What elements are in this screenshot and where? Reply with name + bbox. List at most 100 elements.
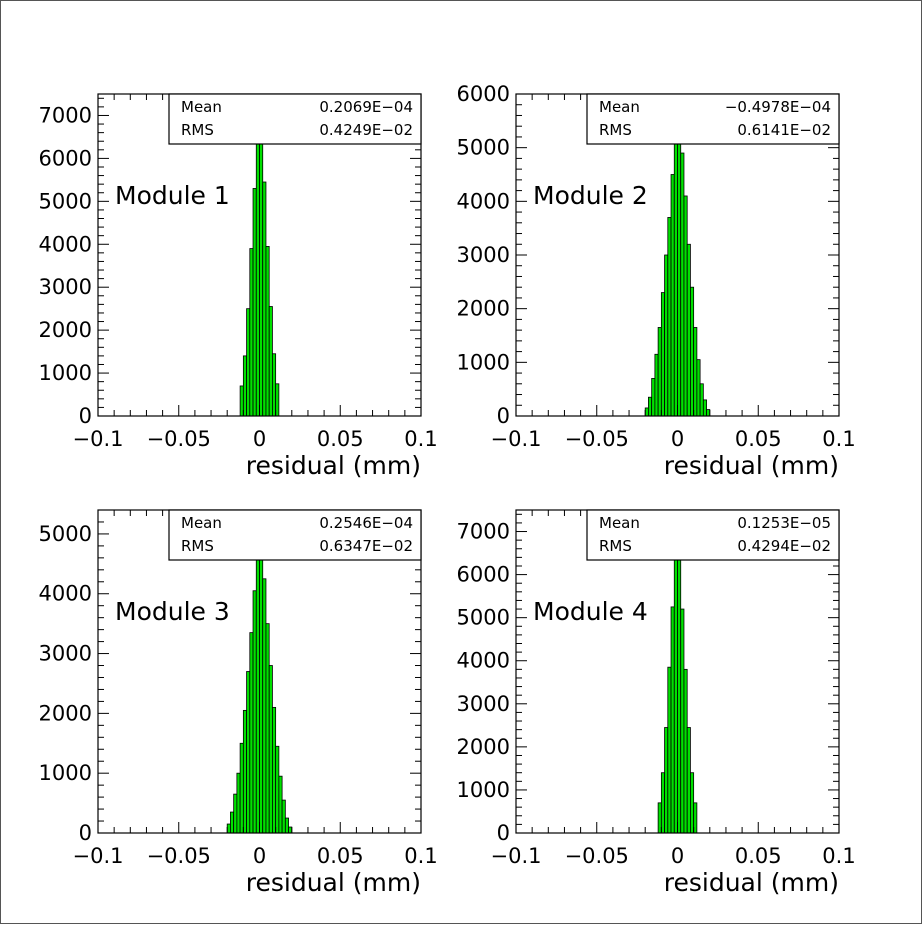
y-tick-label: 4000	[457, 189, 510, 213]
y-tick-label: 2000	[457, 735, 510, 759]
y-tick-label: 7000	[457, 520, 510, 544]
x-tick-label: 0.1	[404, 844, 437, 868]
x-axis-label: residual (mm)	[664, 868, 839, 897]
x-tick-label: −0.05	[147, 427, 211, 451]
histogram-bar	[690, 286, 695, 417]
histogram-bar	[699, 383, 704, 417]
histogram-bar	[252, 188, 257, 417]
histogram-bar	[259, 542, 264, 834]
histogram-bar	[680, 608, 685, 834]
x-tick-label: 0	[253, 844, 266, 868]
y-tick-label: 5000	[39, 189, 92, 213]
y-tick-label: 7000	[39, 103, 92, 127]
histogram-bar	[262, 181, 267, 417]
histogram-bar	[680, 152, 685, 417]
stats-rms-value: 0.6347E−02	[319, 537, 413, 555]
histogram-bar	[664, 254, 669, 417]
module-label: Module 4	[533, 597, 648, 626]
stats-mean-value: −0.4978E−04	[725, 98, 831, 116]
y-tick-label: 6000	[457, 82, 510, 106]
histogram-panel-4: −0.1 −0.05 0 0.05 0.1 0 1000 2000 3000 4000 5000 60…	[457, 509, 856, 897]
histogram-bar	[670, 606, 675, 834]
y-tick-label: 2000	[457, 297, 510, 321]
x-tick-label: −0.1	[73, 844, 124, 868]
stats-mean-label: Mean	[181, 98, 222, 116]
stats-rms-label: RMS	[599, 121, 632, 139]
x-tick-label: 0.1	[822, 844, 855, 868]
histogram-bar	[693, 327, 698, 417]
histogram-bar	[654, 353, 659, 417]
x-tick-label: 0.05	[735, 427, 782, 451]
x-tick-label: 0	[671, 427, 684, 451]
x-tick-label: 0	[253, 427, 266, 451]
x-tick-label: 0.1	[822, 427, 855, 451]
stats-rms-value: 0.4249E−02	[319, 121, 413, 139]
x-tick-label: −0.05	[565, 427, 629, 451]
histogram-bar	[249, 248, 254, 417]
histogram-bar	[255, 554, 260, 834]
stats-box	[168, 93, 422, 145]
histogram-panel-3: −0.1 −0.05 0 0.05 0.1 0 1000 2000 3000 4000 5000 re…	[39, 509, 438, 897]
module-label: Module 3	[115, 597, 230, 626]
y-tick-label: 0	[497, 404, 510, 428]
histogram-bar	[648, 396, 653, 417]
y-tick-label: 3000	[457, 243, 510, 267]
histogram-bar	[702, 399, 707, 417]
y-tick-label: 5000	[457, 136, 510, 160]
stats-rms-label: RMS	[181, 537, 214, 555]
stats-mean-label: Mean	[599, 514, 640, 532]
histogram-bar	[667, 217, 672, 417]
y-tick-label: 3000	[457, 692, 510, 716]
histogram-panel-2: −0.1 −0.05 0 0.05 0.1 0 1000 2000 3000 4000 5000 60…	[457, 82, 856, 480]
histogram-bar	[683, 668, 688, 834]
histogram-bar	[268, 306, 273, 417]
histogram-bar	[259, 125, 264, 417]
histogram-bar	[677, 125, 682, 417]
histogram-bar	[246, 671, 251, 834]
y-tick-label: 6000	[457, 563, 510, 587]
stats-mean-label: Mean	[599, 98, 640, 116]
histogram-bar	[673, 552, 678, 834]
x-tick-label: 0.05	[317, 844, 364, 868]
x-axis-label: residual (mm)	[246, 451, 421, 480]
histogram-bar	[651, 378, 656, 417]
histogram-bar	[696, 359, 701, 417]
stats-mean-label: Mean	[181, 514, 222, 532]
histogram-bar	[255, 134, 260, 417]
histogram-bar	[252, 590, 257, 834]
x-axis-label: residual (mm)	[664, 451, 839, 480]
histogram-bar	[246, 308, 251, 417]
histogram-bar	[239, 742, 244, 834]
y-tick-label: 2000	[39, 318, 92, 342]
y-tick-label: 4000	[39, 232, 92, 256]
histogram-bar	[275, 745, 280, 834]
histogram-bar	[233, 793, 238, 834]
x-tick-label: −0.1	[73, 427, 124, 451]
x-tick-label: −0.05	[147, 844, 211, 868]
stats-box	[586, 93, 840, 145]
histogram-bar	[242, 355, 247, 417]
stats-box	[586, 509, 840, 561]
histogram-bar	[677, 537, 682, 834]
x-tick-label: 0.05	[735, 844, 782, 868]
y-tick-label: 1000	[39, 361, 92, 385]
histogram-bar	[667, 666, 672, 834]
x-tick-label: −0.1	[491, 427, 542, 451]
histogram-bar	[686, 727, 691, 834]
y-tick-label: 4000	[39, 582, 92, 606]
x-tick-label: 0.05	[317, 427, 364, 451]
y-tick-label: 1000	[39, 761, 92, 785]
stats-mean-value: 0.2546E−04	[319, 514, 413, 532]
histogram-bar	[262, 578, 267, 834]
x-tick-label: −0.1	[491, 844, 542, 868]
histogram-bar	[278, 775, 283, 834]
y-tick-label: 0	[497, 821, 510, 845]
x-tick-label: −0.05	[565, 844, 629, 868]
module-label: Module 1	[115, 181, 230, 210]
stats-box	[168, 509, 422, 561]
y-tick-label: 3000	[39, 275, 92, 299]
stats-rms-value: 0.6141E−02	[737, 121, 831, 139]
y-tick-label: 1000	[457, 778, 510, 802]
